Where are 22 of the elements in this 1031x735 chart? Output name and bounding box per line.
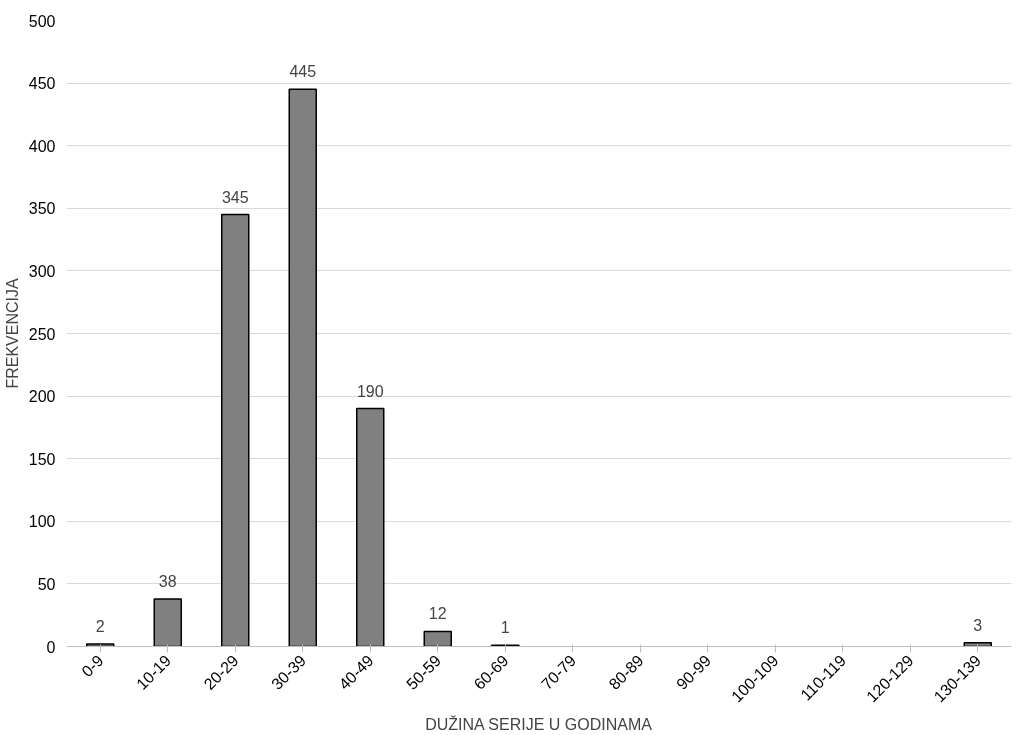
y-tick-label: 350 xyxy=(28,200,56,218)
y-axis-title: FREKVENCIJA xyxy=(3,278,21,389)
y-tick-label: 200 xyxy=(28,388,56,406)
y-tick-label: 250 xyxy=(28,325,56,343)
y-tick-label: 450 xyxy=(28,75,56,93)
x-tick-label: 0-9 xyxy=(78,651,107,681)
x-axis-title: DUŽINA SERIJE U GODINAMA xyxy=(425,714,653,733)
y-tick-label: 300 xyxy=(28,262,56,280)
data-label: 1 xyxy=(500,619,510,637)
data-label: 345 xyxy=(221,188,249,206)
y-tick-label: 50 xyxy=(37,575,56,593)
data-label: 2 xyxy=(95,618,105,635)
data-label: 190 xyxy=(356,382,384,400)
y-tick-label: 100 xyxy=(28,513,56,531)
y-tick-label: 400 xyxy=(28,137,56,155)
y-tick-label: 0 xyxy=(46,638,56,656)
y-tick-label: 150 xyxy=(28,450,56,468)
data-label: 12 xyxy=(428,605,447,623)
data-label: 445 xyxy=(289,63,317,81)
data-label: 38 xyxy=(158,572,177,590)
data-label: 3 xyxy=(973,616,983,634)
y-tick-label: 500 xyxy=(28,12,56,30)
